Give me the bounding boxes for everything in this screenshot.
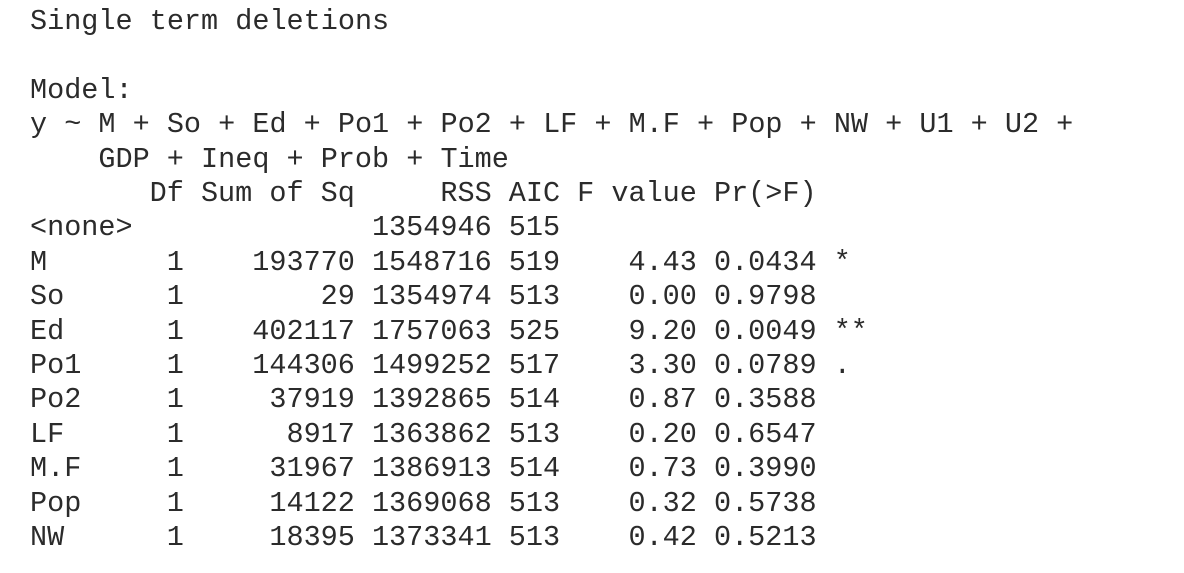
df: 1 xyxy=(166,245,184,279)
column-header: Pr(>F) xyxy=(713,176,817,210)
sum-of-sq: 8917 xyxy=(286,417,355,451)
p-value: 0.3588 xyxy=(713,383,817,417)
f-value: 4.43 xyxy=(628,245,697,279)
sum-of-sq: 31967 xyxy=(269,451,355,485)
rss: 1373341 xyxy=(371,520,492,554)
column-header: Sum of Sq xyxy=(200,176,355,210)
signif-code: ** xyxy=(833,314,868,348)
f-value: 9.20 xyxy=(628,314,697,348)
row-name: M xyxy=(30,245,48,279)
sum-of-sq: 402117 xyxy=(252,314,355,348)
df: 1 xyxy=(166,520,184,554)
formula-line: y ~ M + So + Ed + Po1 + Po2 + LF + M.F +… xyxy=(30,107,1074,141)
rss: 1354946 xyxy=(371,211,492,245)
df: 1 xyxy=(166,279,184,313)
p-value: 0.9798 xyxy=(713,279,817,313)
p-value: 0.0789 xyxy=(713,348,817,382)
model-label: Model: xyxy=(30,73,133,107)
signif-code: . xyxy=(833,348,851,382)
df: 1 xyxy=(166,348,184,382)
aic: 517 xyxy=(508,348,561,382)
df: 1 xyxy=(166,417,184,451)
row-name: LF xyxy=(30,417,65,451)
p-value: 0.3990 xyxy=(713,451,817,485)
aic: 513 xyxy=(508,279,561,313)
p-value: 0.6547 xyxy=(713,417,817,451)
sum-of-sq: 144306 xyxy=(252,348,355,382)
aic: 515 xyxy=(508,211,561,245)
formula-line: GDP + Ineq + Prob + Time xyxy=(98,142,509,176)
rss: 1757063 xyxy=(371,314,492,348)
sum-of-sq: 29 xyxy=(320,279,355,313)
row-name: Pop xyxy=(30,486,82,520)
p-value: 0.0049 xyxy=(713,314,817,348)
signif-code: * xyxy=(833,245,851,279)
rss: 1499252 xyxy=(371,348,492,382)
row-name: So xyxy=(30,279,65,313)
f-value: 3.30 xyxy=(628,348,697,382)
sum-of-sq: 14122 xyxy=(269,486,355,520)
column-header: RSS xyxy=(440,176,492,210)
df: 1 xyxy=(166,314,184,348)
column-header: AIC xyxy=(508,176,561,210)
rss: 1386913 xyxy=(371,451,492,485)
rss: 1548716 xyxy=(371,245,492,279)
f-value: 0.87 xyxy=(628,383,697,417)
df: 1 xyxy=(166,486,184,520)
column-header: Df xyxy=(149,176,184,210)
f-value: 0.73 xyxy=(628,451,697,485)
row-name: <none> xyxy=(30,211,133,245)
aic: 525 xyxy=(508,314,561,348)
aic: 513 xyxy=(508,520,561,554)
rss: 1369068 xyxy=(371,486,492,520)
row-name: Ed xyxy=(30,314,65,348)
aic: 513 xyxy=(508,417,561,451)
p-value: 0.5213 xyxy=(713,520,817,554)
column-header: F value xyxy=(577,176,697,210)
p-value: 0.0434 xyxy=(713,245,817,279)
f-value: 0.42 xyxy=(628,520,697,554)
aic: 514 xyxy=(508,383,561,417)
p-value: 0.5738 xyxy=(713,486,817,520)
title: Single term deletions xyxy=(30,4,390,38)
rss: 1363862 xyxy=(371,417,492,451)
aic: 514 xyxy=(508,451,561,485)
row-name: Po2 xyxy=(30,383,82,417)
row-name: M.F xyxy=(30,451,82,485)
f-value: 0.20 xyxy=(628,417,697,451)
f-value: 0.00 xyxy=(628,279,697,313)
sum-of-sq: 18395 xyxy=(269,520,355,554)
rss: 1354974 xyxy=(371,279,492,313)
aic: 513 xyxy=(508,486,561,520)
df: 1 xyxy=(166,451,184,485)
sum-of-sq: 193770 xyxy=(252,245,355,279)
df: 1 xyxy=(166,383,184,417)
row-name: NW xyxy=(30,520,65,554)
f-value: 0.32 xyxy=(628,486,697,520)
aic: 519 xyxy=(508,245,561,279)
row-name: Po1 xyxy=(30,348,82,382)
rss: 1392865 xyxy=(371,383,492,417)
sum-of-sq: 37919 xyxy=(269,383,355,417)
